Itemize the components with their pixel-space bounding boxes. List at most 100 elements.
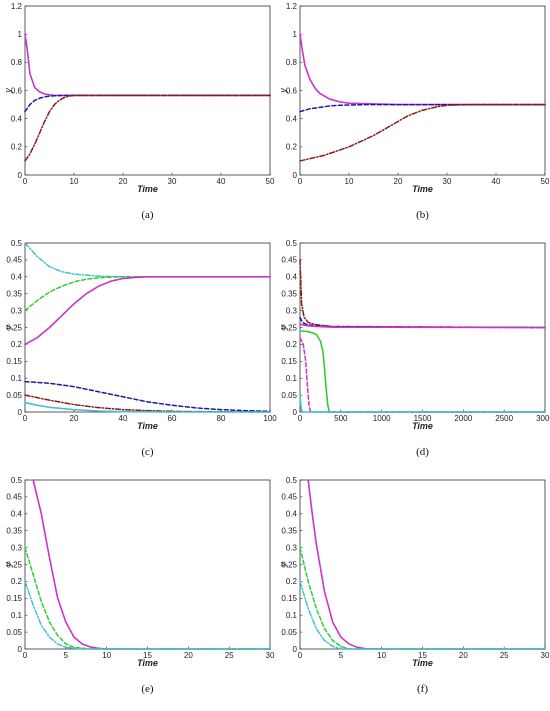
y-tick-label: 0.35 xyxy=(6,290,22,299)
y-tick-label: 0.3 xyxy=(286,543,298,552)
y-tick-label: 0 xyxy=(18,645,23,654)
series-line xyxy=(307,479,546,650)
y-tick-label: 0.35 xyxy=(6,527,22,536)
y-tick-label: 0.15 xyxy=(281,357,297,366)
y-tick-label: 0.5 xyxy=(11,476,23,485)
y-tick-label: 0.1 xyxy=(286,611,298,620)
y-tick-label: 0.05 xyxy=(6,391,22,400)
x-tick-label: 50 xyxy=(541,177,550,186)
x-tick-label: 20 xyxy=(119,177,128,186)
y-tick-label: 0.25 xyxy=(6,323,22,332)
y-tick-label: 0.3 xyxy=(11,306,23,315)
x-tick-label: 100 xyxy=(263,414,277,423)
series-line xyxy=(24,33,271,97)
x-tick-label: 30 xyxy=(443,177,452,186)
x-tick-label: 0 xyxy=(23,414,28,423)
series-line xyxy=(299,330,546,413)
y-tick-label: 0.4 xyxy=(286,273,298,282)
y-tick-label: 0 xyxy=(293,408,298,417)
x-axis-label: Time xyxy=(137,184,158,194)
series-line xyxy=(299,323,546,329)
chart-svg: 0 10 20 30 40 50 0 0.2 0.4 0.6 0.8 1 1.2 Time y (a) xyxy=(3,2,275,221)
chart-svg: 0 5 10 15 20 25 30 0 0.05 0.1 0.15 0.2 0.25 0.3 0.35 0.… xyxy=(278,476,550,695)
y-tick-label: 0.25 xyxy=(6,560,22,569)
x-tick-label: 40 xyxy=(492,177,501,186)
chart-svg: 0 20 40 60 80 100 0 0.05 0.1 0.15 0.2 0.25 0.3 0.35 0.… xyxy=(3,239,277,458)
series-line xyxy=(299,336,546,413)
series-line xyxy=(24,580,271,650)
y-axis-label: y xyxy=(3,88,13,94)
y-tick-label: 1 xyxy=(293,30,298,39)
x-tick-label: 50 xyxy=(266,177,275,186)
x-tick-label: 1500 xyxy=(414,414,432,423)
plot-frame xyxy=(24,5,271,176)
x-axis-label: Time xyxy=(137,421,158,431)
y-tick-label: 0.5 xyxy=(11,239,23,248)
x-axis-label: Time xyxy=(412,421,433,431)
y-tick-label: 0.35 xyxy=(281,290,297,299)
y-tick-label: 0.4 xyxy=(286,510,298,519)
series-line xyxy=(24,242,271,278)
x-tick-label: 20 xyxy=(184,651,193,660)
x-tick-label: 5 xyxy=(64,651,69,660)
chart-panel-a: 0 10 20 30 40 50 0 0.2 0.4 0.6 0.8 1 1.2 Time y (a) xyxy=(0,0,275,237)
x-tick-label: 40 xyxy=(119,414,128,423)
y-tick-label: 0.25 xyxy=(281,323,297,332)
x-tick-label: 10 xyxy=(70,177,79,186)
y-tick-label: 0.45 xyxy=(281,256,297,265)
series-line xyxy=(299,103,546,162)
y-tick-label: 0.8 xyxy=(286,58,298,67)
x-tick-label: 1000 xyxy=(373,414,391,423)
y-tick-label: 0.6 xyxy=(11,86,23,95)
x-tick-label: 500 xyxy=(334,414,348,423)
x-tick-label: 25 xyxy=(500,651,509,660)
y-axis-label: y xyxy=(278,562,288,568)
y-tick-label: 0.3 xyxy=(11,543,23,552)
y-tick-label: 0.15 xyxy=(281,594,297,603)
y-tick-label: 0.05 xyxy=(281,628,297,637)
panel-caption: (b) xyxy=(416,209,429,221)
x-tick-label: 0 xyxy=(298,414,303,423)
series-line xyxy=(299,103,546,113)
plot-frame xyxy=(299,479,546,650)
x-axis-label: Time xyxy=(412,658,433,668)
chart-panel-f: 0 5 10 15 20 25 30 0 0.05 0.1 0.15 0.2 0.25 0.3 0.35 0.… xyxy=(275,474,550,711)
series-line xyxy=(299,580,546,650)
y-tick-label: 0 xyxy=(293,645,298,654)
y-tick-label: 0.4 xyxy=(11,510,23,519)
x-tick-label: 5 xyxy=(339,651,344,660)
x-tick-label: 30 xyxy=(541,651,550,660)
y-tick-label: 0.8 xyxy=(11,58,23,67)
x-tick-label: 25 xyxy=(225,651,234,660)
x-tick-label: 60 xyxy=(168,414,177,423)
plot-frame xyxy=(24,242,271,413)
y-tick-label: 0.15 xyxy=(6,594,22,603)
x-tick-label: 30 xyxy=(168,177,177,186)
y-tick-label: 0 xyxy=(18,171,23,180)
x-tick-label: 2000 xyxy=(454,414,472,423)
y-tick-label: 0.25 xyxy=(281,560,297,569)
y-tick-label: 0.45 xyxy=(6,256,22,265)
y-tick-label: 0 xyxy=(18,408,23,417)
series-line xyxy=(299,33,546,106)
chart-svg: 0 5 10 15 20 25 30 0 0.05 0.1 0.15 0.2 0.25 0.3 0.35 0.… xyxy=(3,476,275,695)
y-tick-label: 0.05 xyxy=(281,391,297,400)
panel-caption: (a) xyxy=(141,209,154,221)
x-tick-label: 0 xyxy=(23,651,28,660)
series-line xyxy=(32,479,271,650)
series-line xyxy=(24,401,271,413)
panel-caption: (c) xyxy=(141,446,154,458)
x-tick-label: 30 xyxy=(266,651,275,660)
y-tick-label: 0.35 xyxy=(281,527,297,536)
y-axis-label: y xyxy=(278,325,288,331)
x-tick-label: 0 xyxy=(298,651,303,660)
x-tick-label: 10 xyxy=(345,177,354,186)
chart-svg: 0 10 20 30 40 50 0 0.2 0.4 0.6 0.8 1 1.2 Time y (b) xyxy=(278,2,550,221)
chart-panel-c: 0 20 40 60 80 100 0 0.05 0.1 0.15 0.2 0.25 0.3 0.35 0.… xyxy=(0,237,277,474)
y-tick-label: 0.2 xyxy=(286,577,298,586)
x-tick-label: 0 xyxy=(23,177,28,186)
series-line xyxy=(24,94,271,162)
y-tick-label: 0.3 xyxy=(286,306,298,315)
x-tick-label: 20 xyxy=(70,414,79,423)
